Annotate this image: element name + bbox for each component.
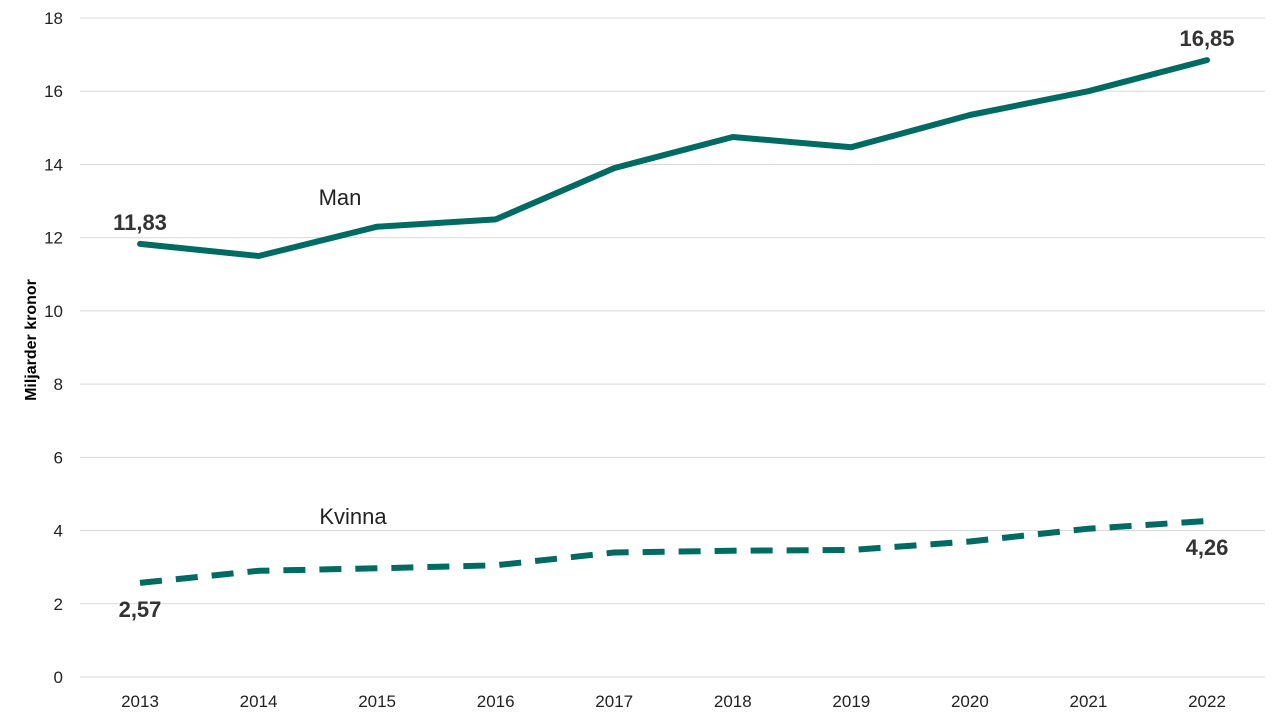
y-tick-label: 4 <box>54 522 63 541</box>
x-tick-label: 2022 <box>1188 692 1226 711</box>
y-tick-label: 6 <box>54 448 63 467</box>
grid-lines <box>80 17 1265 678</box>
labels: Man Kvinna 11,83 16,85 2,57 4,26 <box>113 26 1234 622</box>
y-tick-label: 2 <box>54 595 63 614</box>
y-tick-label: 10 <box>44 302 63 321</box>
series-label-man: Man <box>319 185 362 210</box>
x-tick-label: 2021 <box>1070 692 1108 711</box>
x-tick-label: 2015 <box>358 692 396 711</box>
x-tick-label: 2017 <box>595 692 633 711</box>
x-tick-label: 2018 <box>714 692 752 711</box>
series-label-kvinna: Kvinna <box>319 504 387 529</box>
y-axis-title: Miljarder kronor <box>23 279 40 401</box>
y-tick-label: 16 <box>44 82 63 101</box>
x-tick-label: 2020 <box>951 692 989 711</box>
y-tick-label: 14 <box>44 155 63 174</box>
x-tick-label: 2016 <box>477 692 515 711</box>
y-axis-ticks: 0 2 4 6 8 10 12 14 16 18 <box>44 9 63 687</box>
series-line-man <box>137 57 1210 259</box>
x-axis-ticks: 2013 2014 2015 2016 2017 2018 2019 2020 2021 2022 <box>121 692 1226 711</box>
data-label-man-2022: 16,85 <box>1179 26 1234 51</box>
x-tick-label: 2013 <box>121 692 159 711</box>
y-tick-label: 12 <box>44 229 63 248</box>
data-label-kvinna-2022: 4,26 <box>1186 535 1229 560</box>
y-tick-label: 0 <box>54 668 63 687</box>
y-tick-label: 8 <box>54 375 63 394</box>
y-tick-label: 18 <box>44 9 63 28</box>
data-label-man-2013: 11,83 <box>113 210 167 235</box>
data-label-kvinna-2013: 2,57 <box>119 597 162 622</box>
series-lines <box>137 57 1210 586</box>
x-tick-label: 2014 <box>240 692 278 711</box>
x-tick-label: 2019 <box>832 692 870 711</box>
